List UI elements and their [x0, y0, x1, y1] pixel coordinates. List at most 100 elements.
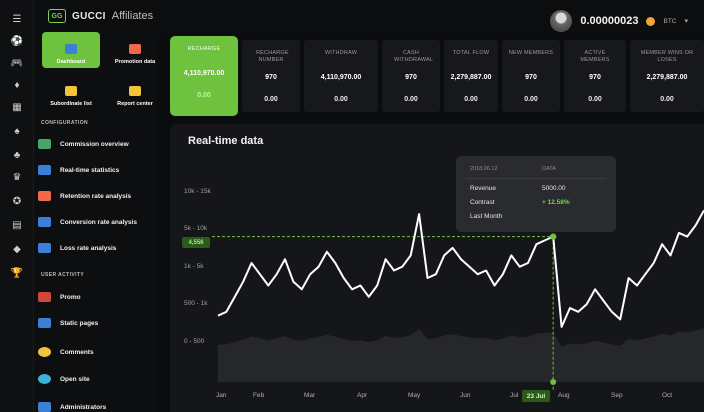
tile-label: Subordinate list	[50, 101, 92, 107]
promotion-icon	[129, 44, 141, 54]
background-area	[218, 328, 704, 382]
cursor-y-value-badge: 4,556	[182, 237, 210, 248]
sidebar: Dashboard Promotion data Subordinate lis…	[34, 26, 158, 412]
menu-item-static-pages[interactable]: Static pages	[38, 318, 98, 328]
menu-item-retention-rate-analysis[interactable]: Retention rate analysis	[38, 191, 131, 201]
stat-value: 970	[265, 74, 277, 81]
y-tick-label: 0 - 500	[184, 338, 205, 345]
handshake-icon	[65, 86, 77, 96]
stat-sub-value: 0.00	[404, 96, 418, 103]
tile-subordinate-list[interactable]: Subordinate list	[42, 74, 100, 110]
stat-sub-value: 0.00	[197, 92, 211, 99]
section-title-configuration: CONFIGURATION	[41, 120, 89, 126]
tooltip-date: 2018.06.12	[470, 166, 498, 172]
stat-label: TOTAL FLOW	[452, 50, 490, 56]
stat-sub-value: 0.00	[588, 96, 602, 103]
avatar[interactable]	[550, 10, 573, 32]
stat-label: MEMBER WINS OR LOSES	[640, 50, 694, 63]
x-tick-label: Feb	[253, 392, 265, 399]
chart-tooltip: 2018.06.12 DATA Revenue 5000.00 Contrast…	[456, 156, 616, 232]
logo[interactable]: GG GUCCI Affiliates	[48, 9, 153, 23]
brand-suffix: Affiliates	[111, 10, 154, 22]
trophy-icon[interactable]: 🏆	[10, 267, 24, 279]
brand-name: GUCCI	[72, 10, 106, 22]
logo-mark-icon: GG	[48, 9, 66, 23]
stat-value: 970	[589, 74, 601, 81]
tile-promotion-data[interactable]: Promotion data	[106, 32, 164, 68]
x-tick-label: Jan	[216, 392, 227, 399]
gamepad-icon[interactable]: 🎮	[10, 57, 24, 69]
menu-item-label: Loss rate analysis	[60, 244, 117, 252]
stat-card-active-members[interactable]: ACTIVE MEMBERS 970 0.00	[564, 40, 626, 112]
crosshair-base-dot	[550, 379, 557, 385]
menu-item-comments[interactable]: Comments	[38, 347, 94, 357]
y-tick-label: 10k - 15k	[184, 188, 211, 195]
stat-value: 4,110,970.00	[320, 74, 362, 81]
stat-label: WITHDRAW	[324, 50, 358, 56]
stat-value: 2,279,887.00	[646, 74, 688, 81]
tile-label: Dashboard	[56, 59, 86, 65]
stat-card-new-members[interactable]: NEW MEMBERS 970 0.00	[502, 40, 560, 112]
stat-value: 970	[405, 74, 417, 81]
menu-item-open-site[interactable]: Open site	[38, 374, 90, 384]
chevron-down-icon[interactable]: ▾	[684, 18, 688, 25]
cursor-date-badge: 23 Jul	[522, 390, 550, 402]
menu-item-real-time-statistics[interactable]: Real-time statistics	[38, 165, 119, 175]
account-area[interactable]: 0.00000023 BTC ▾	[550, 10, 688, 32]
balance-value: 0.00000023	[580, 15, 639, 27]
menu-item-label: Open site	[60, 375, 90, 383]
dashboard-icon	[65, 44, 77, 54]
tile-label: Report center	[117, 101, 153, 107]
menu-item-loss-rate-analysis[interactable]: Loss rate analysis	[38, 243, 116, 253]
bitcoin-icon	[646, 16, 656, 26]
y-tick-label: 1k - 5k	[184, 263, 204, 270]
menu-item-promo[interactable]: Promo	[38, 292, 81, 302]
tooltip-row-value: 5000.00	[542, 185, 566, 192]
currency-label: BTC	[663, 17, 677, 25]
stat-value: 4,110,970.00	[183, 70, 225, 77]
menu-item-label: Comments	[60, 348, 94, 356]
series-line	[217, 209, 704, 328]
menu-item-conversion-rate-analysis[interactable]: Conversion rate analysis	[38, 217, 137, 227]
loss-icon	[38, 243, 51, 253]
spade-icon[interactable]: ♠	[14, 125, 20, 137]
x-tick-label: May	[408, 392, 421, 399]
stat-card-recharge-number[interactable]: RECHARGE NUMBER 970 0.00	[242, 40, 300, 112]
tile-dashboard[interactable]: Dashboard	[42, 32, 100, 68]
stat-card-cash-withdrawal[interactable]: CASH WITHDRAWAL 970 0.00	[382, 40, 440, 112]
tile-label: Promotion data	[114, 59, 156, 65]
tile-report-center[interactable]: Report center	[106, 74, 164, 110]
stat-card-total-flow[interactable]: TOTAL FLOW 2,279,887.00 0.00	[444, 40, 498, 112]
menu-item-label: Commission overview	[60, 140, 129, 148]
crown-icon[interactable]: ♛	[12, 171, 22, 183]
chip-icon[interactable]: ✪	[12, 195, 22, 207]
pages-icon	[38, 318, 51, 328]
tooltip-row-label: Last Month	[470, 213, 503, 220]
slots-icon[interactable]: ▦	[12, 101, 22, 113]
stat-label: RECHARGE	[187, 46, 221, 52]
clover-icon[interactable]: ♣	[13, 149, 21, 161]
menu-item-label: Conversion rate analysis	[60, 218, 137, 226]
tooltip-divider	[466, 178, 606, 179]
stat-card-recharge[interactable]: RECHARGE 4,110,970.00 0.00	[170, 36, 238, 116]
stat-card-member-wins-or-loses[interactable]: MEMBER WINS OR LOSES 2,279,887.00 0.00	[630, 40, 704, 112]
section-title-user-activity: USER ACTIVITY	[41, 272, 85, 278]
soccer-ball-icon[interactable]: ⚽	[10, 35, 24, 47]
x-tick-label: Jun	[460, 392, 471, 399]
menu-item-commission-overview[interactable]: Commission overview	[38, 139, 129, 149]
y-tick-label: 500 - 1k	[184, 300, 208, 307]
x-tick-label: Jul	[510, 392, 519, 399]
gem-icon[interactable]: ◆	[13, 243, 21, 255]
real-time-data-panel: Real-time data 10k - 15k 5k - 10k 1k - 5…	[170, 124, 704, 412]
stat-card-withdraw[interactable]: WITHDRAW 4,110,970.00 0.00	[304, 40, 378, 112]
stat-label: NEW MEMBERS	[508, 50, 554, 56]
menu-item-administrators[interactable]: Administrators	[38, 402, 106, 412]
cards-icon[interactable]: ▤	[12, 219, 22, 231]
menu-icon[interactable]: ☰	[12, 13, 22, 25]
line-chart[interactable]	[170, 124, 704, 412]
stat-label: CASH WITHDRAWAL	[394, 50, 434, 63]
stat-sub-value: 0.00	[464, 96, 478, 103]
globe-icon	[38, 374, 51, 384]
x-tick-label: Mar	[304, 392, 316, 399]
diamond-icon[interactable]: ♦	[14, 79, 20, 91]
